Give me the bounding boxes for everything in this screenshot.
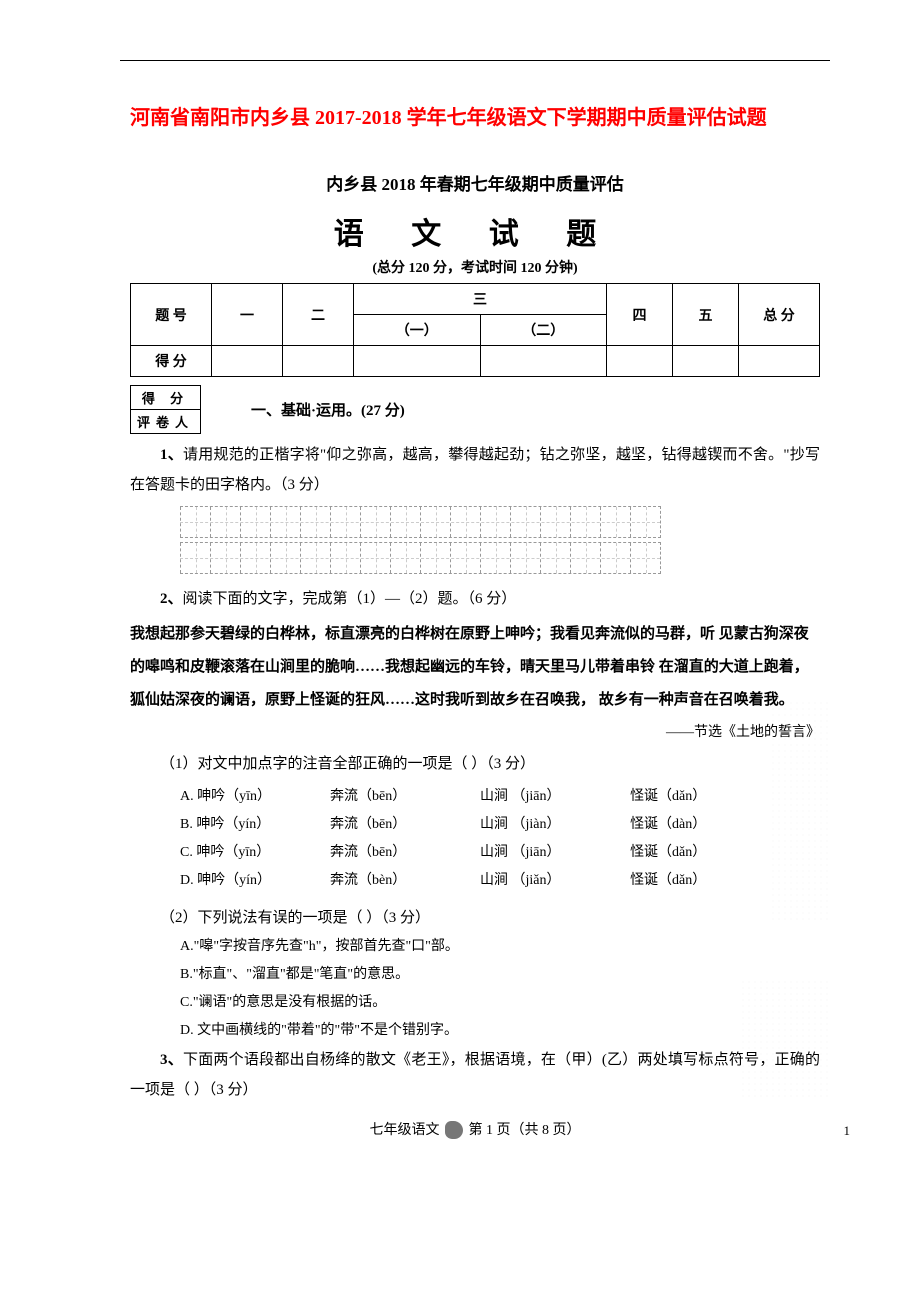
- top-horizontal-rule: [120, 60, 830, 61]
- exam-meta: (总分 120 分，考试时间 120 分钟): [130, 257, 820, 277]
- opt: 山涧 （jiàn）: [480, 811, 630, 839]
- stub-score-label: 得 分: [131, 386, 201, 410]
- tianzige-grid: [180, 506, 820, 574]
- q2-sub1-options: A. 呻吟（yīn） 奔流（bēn） 山涧 （jiān） 怪诞（dǎn） B. …: [180, 783, 820, 895]
- passage-line: 故乡有一种声音在召唤着我。: [599, 692, 794, 708]
- table-row: 题 号 一 二 三 四 五 总 分: [131, 284, 820, 315]
- stmt: B."标直"、"溜直"都是"笔直"的意思。: [180, 961, 820, 989]
- cell-label: 题 号: [131, 284, 212, 346]
- opt: 山涧 （jiān）: [480, 783, 630, 811]
- q2-sub1: （1）对文中加点字的注音全部正确的一项是（ ）（3 分）: [130, 749, 820, 779]
- option-row: D. 呻吟（yín） 奔流（bèn） 山涧 （jiǎn） 怪诞（dǎn）: [180, 867, 820, 895]
- q2-number: 2、: [160, 591, 183, 607]
- cell-blank: [607, 346, 673, 377]
- q3-number: 3、: [160, 1052, 183, 1068]
- q2-text: 阅读下面的文字，完成第（1）—（2）题。（6 分）: [183, 591, 517, 607]
- score-table: 题 号 一 二 三 四 五 总 分 （一） （二） 得 分: [130, 283, 820, 377]
- opt: 怪诞（dàn）: [630, 811, 760, 839]
- option-row: A. 呻吟（yīn） 奔流（bēn） 山涧 （jiān） 怪诞（dǎn）: [180, 783, 820, 811]
- q2-sub2: （2）下列说法有误的一项是（ ）（3 分）: [130, 903, 820, 933]
- passage-line: 我想起那参天碧绿的白桦林，标直漂亮的白桦树在原野上呻吟；我看见奔流似的马群，听: [130, 626, 715, 642]
- table-row: 得 分: [131, 346, 820, 377]
- cell-sub: （二）: [480, 315, 607, 346]
- opt: 怪诞（dǎn）: [630, 867, 760, 895]
- option-row: B. 呻吟（yín） 奔流（bēn） 山涧 （jiàn） 怪诞（dàn）: [180, 811, 820, 839]
- footer-text-right: 第 1 页（共 8 页）: [469, 1123, 581, 1138]
- stmt: A."嗥"字按音序先查"h"，按部首先查"口"部。: [180, 933, 820, 961]
- opt: C. 呻吟（yīn）: [180, 839, 330, 867]
- cell-blank: [480, 346, 607, 377]
- opt: 怪诞（dǎn）: [630, 783, 760, 811]
- cell-label: 得 分: [131, 346, 212, 377]
- page-footer: 七年级语文 第 1 页（共 8 页）: [130, 1119, 820, 1139]
- opt: 怪诞（dǎn）: [630, 839, 760, 867]
- opt: A. 呻吟（yīn）: [180, 783, 330, 811]
- cell-sub: （一）: [354, 315, 481, 346]
- cell: 二: [283, 284, 354, 346]
- stmt: D. 文中画横线的"带着"的"带"不是个错别字。: [180, 1017, 820, 1045]
- exam-subtitle: 内乡县 2018 年春期七年级期中质量评估: [130, 170, 820, 195]
- option-row: C. 呻吟（yīn） 奔流（bēn） 山涧 （jiān） 怪诞（dǎn）: [180, 839, 820, 867]
- opt: 山涧 （jiān）: [480, 839, 630, 867]
- question-1: 1、请用规范的正楷字将"仰之弥高，越高，攀得越起劲；钻之弥坚，越坚，钻得越锲而不…: [130, 440, 820, 500]
- q1-number: 1、: [160, 447, 183, 463]
- document-title: 河南省南阳市内乡县 2017-2018 学年七年级语文下学期期中质量评估试题: [130, 101, 820, 130]
- footer-decoration-icon: [445, 1121, 463, 1139]
- side-page-number: 1: [844, 1123, 851, 1139]
- question-2: 2、阅读下面的文字，完成第（1）—（2）题。（6 分）: [130, 584, 820, 614]
- grader-stub-table: 得 分 评卷人: [130, 385, 201, 434]
- opt: 奔流（bēn）: [330, 783, 480, 811]
- q3-text: 下面两个语段都出自杨绛的散文《老王》，根据语境，在（甲）(乙）两处填写标点符号，…: [130, 1052, 820, 1098]
- exam-big-title: 语 文 试 题: [130, 209, 820, 253]
- tianzige-row: [180, 542, 661, 574]
- opt: B. 呻吟（yín）: [180, 811, 330, 839]
- stmt: C."谰语"的意思是没有根据的话。: [180, 989, 820, 1017]
- opt: D. 呻吟（yín）: [180, 867, 330, 895]
- cell-blank: [673, 346, 739, 377]
- q1-text: 请用规范的正楷字将"仰之弥高，越高，攀得越起劲；钻之弥坚，越坚，钻得越锲而不舍。…: [130, 447, 820, 493]
- q2-sub2-statements: A."嗥"字按音序先查"h"，按部首先查"口"部。 B."标直"、"溜直"都是"…: [180, 933, 820, 1045]
- tianzige-cell: [180, 507, 210, 537]
- opt: 奔流（bēn）: [330, 839, 480, 867]
- section-1-heading: 一、基础·运用。(27 分): [251, 399, 405, 420]
- cell: 一: [212, 284, 283, 346]
- cell: 三: [354, 284, 607, 315]
- question-3: 3、下面两个语段都出自杨绛的散文《老王》，根据语境，在（甲）(乙）两处填写标点符…: [130, 1045, 820, 1105]
- opt: 奔流（bēn）: [330, 811, 480, 839]
- footer-text-left: 七年级语文: [370, 1123, 440, 1138]
- cell: 四: [607, 284, 673, 346]
- cell-blank: [212, 346, 283, 377]
- passage: 我想起那参天碧绿的白桦林，标直漂亮的白桦树在原野上呻吟；我看见奔流似的马群，听 …: [130, 618, 820, 717]
- opt: 山涧 （jiǎn）: [480, 867, 630, 895]
- tianzige-row: [180, 506, 661, 538]
- stub-grader-label: 评卷人: [131, 410, 201, 434]
- cell-blank: [739, 346, 820, 377]
- cell: 总 分: [739, 284, 820, 346]
- passage-source: ——节选《土地的誓言》: [130, 721, 820, 741]
- cell: 五: [673, 284, 739, 346]
- cell-blank: [283, 346, 354, 377]
- cell-blank: [354, 346, 481, 377]
- opt: 奔流（bèn）: [330, 867, 480, 895]
